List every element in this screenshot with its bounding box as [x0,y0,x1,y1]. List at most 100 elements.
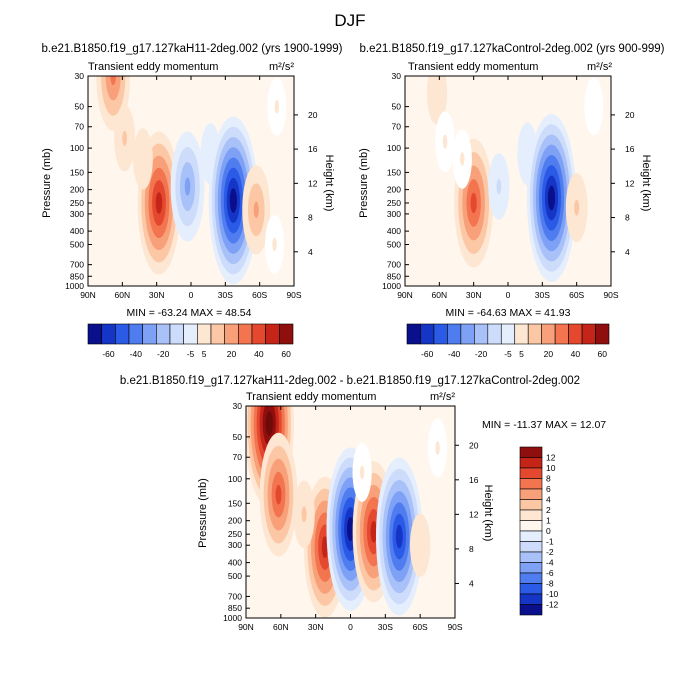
y-tick-label: 300 [228,540,242,550]
colorbar-label: 0 [546,526,551,536]
colorbar-label: 4 [546,495,551,505]
colorbar-label: -4 [546,558,554,568]
height-tick-label: 4 [469,578,474,588]
y-tick-label: 200 [70,185,84,195]
colorbar-swatch [406,323,421,345]
colorbar-swatch [541,323,556,345]
colorbar-label: 2 [546,505,551,515]
colorbar-label: -2 [546,547,554,557]
contour-1-9-2 [274,99,280,114]
x-tick-label: 90S [603,290,618,300]
colorbar-swatch [519,562,543,574]
colorbar-swatch [474,323,489,345]
colorbar-swatch [251,323,266,345]
y-tick-label: 1000 [382,281,401,291]
height-tick-label: 12 [469,509,479,519]
x-tick-label: 60N [273,622,289,632]
contour-3-6-6 [370,520,377,543]
y-tick-label: 300 [387,209,401,219]
colorbar-swatch [527,323,542,345]
colorbar-label: 20 [227,349,237,359]
panel-3-ylabel: Pressure (mb) [197,478,209,548]
y-tick-label: 150 [228,498,242,508]
panel-3-title: b.e21.B1850.f19_g17.127kaH11-2deg.002 - … [120,375,580,387]
colorbar-swatch [487,323,502,345]
colorbar-swatch [197,323,212,345]
panel-1-units: m²/s² [269,61,294,73]
colorbar-swatch [519,551,543,563]
colorbar-label: 8 [546,474,551,484]
colorbar-label: 5 [519,349,524,359]
x-tick-label: 60N [432,290,448,300]
y-tick-label: 100 [228,474,242,484]
contour-1-1-3 [105,76,121,101]
x-tick-label: 60N [115,290,131,300]
colorbar-swatch [519,488,543,500]
contour-1-3-6 [155,192,163,214]
colorbar-swatch [447,323,462,345]
colorbar-swatch [595,323,610,345]
x-tick-label: 30S [535,290,550,300]
colorbar-label: 60 [598,349,608,359]
y-tick-label: 300 [70,209,84,219]
height-tick-label: 8 [625,213,630,223]
contour-3-11-2 [359,465,365,480]
y-tick-label: 100 [70,143,84,153]
contour-1-8-3 [253,201,259,218]
contour-2-5-2 [496,178,502,195]
x-tick-label: 30N [149,290,165,300]
colorbar-label: -40 [130,349,143,359]
panel-3-units: m²/s² [430,391,455,403]
colorbar-swatch [265,323,280,345]
colorbar-label: -5 [187,349,195,359]
colorbar-swatch [519,509,543,521]
colorbar-swatch [519,478,543,490]
y-tick-label: 50 [392,102,402,112]
contour-1-2-2 [122,130,128,146]
colorbar-label: 40 [254,349,264,359]
y-tick-label: 70 [75,122,85,132]
colorbar-swatch [568,323,583,345]
colorbar-swatch [156,323,171,345]
colorbar-label: -60 [421,349,434,359]
panel-1-stats: MIN = -63.24 MAX = 48.54 [127,307,252,319]
x-tick-label: 60S [569,290,584,300]
colorbar-swatch [519,467,543,479]
y-tick-label: 850 [70,271,84,281]
x-tick-label: 0 [506,290,511,300]
panel-1: b.e21.B1850.f19_g17.127kaH11-2deg.002 (y… [41,43,343,359]
colorbar-label: 1 [546,516,551,526]
height-tick-label: 12 [625,178,635,188]
colorbar-label: -1 [546,537,554,547]
x-tick-label: 90N [80,290,96,300]
colorbar-label: -40 [448,349,461,359]
x-tick-label: 90S [286,290,301,300]
y-tick-label: 100 [387,143,401,153]
x-tick-label: 30S [218,290,233,300]
colorbar-swatch [433,323,448,345]
y-tick-label: 1000 [65,281,84,291]
colorbar-swatch [519,593,543,605]
colorbar-swatch [519,572,543,584]
colorbar-swatch [128,323,143,345]
colorbar-swatch [142,323,157,345]
colorbar-label: 6 [546,484,551,494]
contour-1-10-2 [272,237,277,252]
colorbar-swatch [514,323,529,345]
contour-1-7-8 [229,188,237,213]
contour-1-1-4 [110,76,116,86]
x-tick-label: 30S [378,622,393,632]
y-tick-label: 150 [387,167,401,177]
colorbar-label: -8 [546,579,554,589]
colorbar-swatch [581,323,596,345]
height-tick-label: 12 [308,178,318,188]
colorbar-label: 12 [546,453,556,463]
colorbar-label: -6 [546,568,554,578]
colorbar-swatch [519,583,543,595]
contour-2-8-2 [574,199,580,216]
colorbar-swatch [169,323,184,345]
colorbar-label: -10 [546,589,559,599]
y-tick-label: 700 [70,260,84,270]
contour-3-5-8 [347,517,354,542]
y-tick-label: 500 [387,239,401,249]
